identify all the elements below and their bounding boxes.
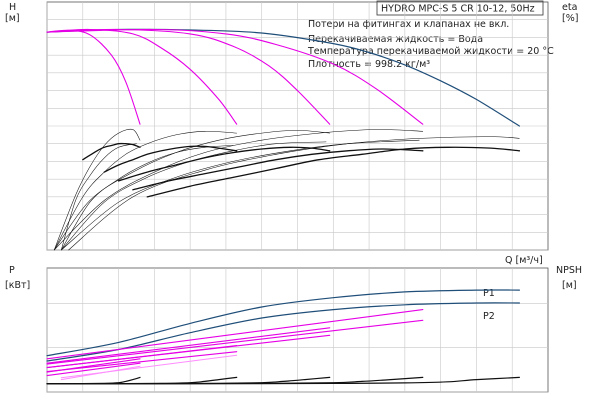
qh-max-curve: [46, 28, 238, 125]
power-max-curve: [46, 309, 424, 360]
note-liquid: Перекачиваемая жидкость = Вода: [308, 34, 483, 45]
note-temperature: Температура перекачиваемой жидкости = 20…: [307, 46, 554, 57]
qh-reduced-curve: [61, 143, 137, 251]
p2-curve-label: P2: [483, 311, 495, 322]
power-max-curve: [46, 334, 331, 369]
p1-curve-label: P1: [483, 288, 495, 299]
power-p1-curve: [46, 289, 520, 357]
qh-eta-curve: [82, 142, 141, 161]
qh-eta-curve: [146, 146, 521, 198]
qh-reduced-curve: [53, 128, 141, 251]
power-reduced-curve: [60, 354, 238, 379]
note-fitting-losses: Потери на фитингах и клапанах не вкл.: [308, 19, 509, 30]
qh-reduced-curve: [53, 129, 424, 251]
power-left-axis-label: P: [9, 265, 15, 276]
power-max-curve: [46, 319, 424, 365]
qh-eta-curve: [103, 145, 238, 173]
npsh-right-axis-label: NPSH: [556, 265, 582, 276]
power-npsh-curve: [46, 376, 520, 385]
qh-right-axis-label: eta: [562, 2, 577, 13]
qh-reduced-curve: [61, 145, 234, 251]
qh-max-curve: [46, 28, 424, 125]
qh-x-axis-label: Q [м³/ч]: [505, 255, 543, 266]
qh-reduced-curve: [53, 131, 237, 251]
chart-title-box: [376, 0, 544, 16]
power-max-curve: [46, 327, 331, 364]
npsh-right-axis-unit: [м]: [562, 280, 577, 291]
power-max-curve: [46, 362, 141, 377]
qh-reduced-curve: [68, 136, 520, 251]
power-max-curve: [46, 351, 238, 373]
qh-eta-curve: [117, 146, 331, 182]
qh-left-axis-label: H: [9, 2, 16, 13]
qh-right-axis-unit: [%]: [562, 13, 578, 24]
qh-left-axis-unit: [м]: [5, 13, 20, 24]
qh-eta-curve: [132, 148, 424, 191]
power-left-axis-unit: [кВт]: [5, 280, 30, 291]
chart-title: HYDRO MPC-S 5 CR 10-12, 50Hz: [381, 4, 535, 15]
curve-layer: [46, 28, 521, 385]
